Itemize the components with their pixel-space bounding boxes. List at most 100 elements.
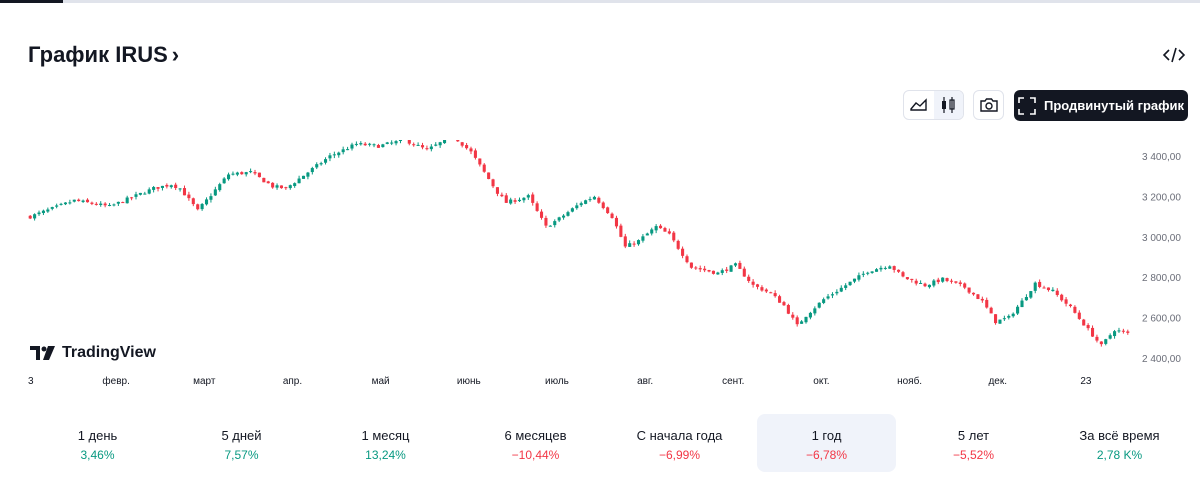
candle	[557, 216, 561, 223]
candle	[231, 171, 235, 176]
candle	[1029, 290, 1033, 299]
candle	[866, 271, 870, 276]
candle	[337, 151, 341, 158]
candle	[636, 239, 641, 246]
candle	[478, 158, 482, 167]
candle	[773, 290, 777, 298]
candle	[59, 202, 63, 206]
candle	[870, 271, 874, 274]
candle	[795, 315, 799, 327]
code-embed-icon[interactable]	[1162, 46, 1186, 64]
candle	[350, 142, 354, 151]
candle	[949, 278, 954, 284]
candle	[412, 142, 416, 147]
candle	[614, 215, 619, 229]
candle	[191, 197, 195, 207]
tradingview-logo[interactable]: TradingView	[30, 344, 156, 362]
candle	[1117, 327, 1121, 333]
candle	[958, 280, 962, 287]
period-label: 5 лет	[957, 428, 990, 443]
candle	[531, 192, 535, 206]
candle	[804, 316, 808, 324]
period-tab[interactable]: 1 день 3,46%	[28, 414, 167, 472]
period-tab[interactable]: С начала года −6,99%	[610, 414, 749, 472]
x-tick-label: окт.	[813, 376, 829, 387]
candle	[548, 225, 552, 227]
screenshot-button[interactable]	[973, 90, 1004, 120]
period-change-value: −6,78%	[805, 448, 848, 462]
candle	[835, 289, 839, 296]
candle	[839, 285, 843, 293]
candle	[892, 265, 896, 273]
candle	[266, 180, 270, 184]
period-tab[interactable]: 5 лет −5,52%	[904, 414, 1043, 472]
candle	[213, 186, 217, 196]
candle	[209, 193, 213, 203]
candle	[738, 260, 742, 269]
candle	[46, 207, 50, 213]
candle	[284, 186, 288, 190]
candle	[121, 201, 125, 204]
x-tick-label: апр.	[283, 376, 302, 387]
candle	[694, 266, 698, 270]
candle	[1068, 303, 1073, 308]
candle	[994, 314, 998, 325]
candle	[945, 277, 949, 283]
candle	[1016, 304, 1020, 315]
price-chart[interactable]: 3 400,00 3 200,00 3 000,00 2 800,00 2 600,00…	[0, 140, 1200, 392]
candle	[240, 171, 244, 175]
candle	[980, 296, 984, 303]
candle	[41, 209, 45, 216]
period-change-value: 7,57%	[224, 448, 259, 462]
candle	[390, 140, 394, 146]
y-tick-label: 2 400,00	[1142, 354, 1181, 365]
candle	[522, 197, 526, 203]
candle	[751, 279, 755, 288]
y-tick-label: 3 000,00	[1142, 233, 1181, 244]
candle	[641, 234, 645, 243]
expand-icon	[1018, 96, 1036, 115]
candle	[1121, 328, 1125, 334]
candle	[469, 146, 473, 155]
advanced-chart-button[interactable]: Продвинутый график	[1014, 90, 1188, 121]
candle	[1095, 334, 1099, 343]
candle	[681, 246, 685, 259]
candle	[359, 141, 363, 146]
candle	[429, 144, 433, 152]
period-tab[interactable]: 1 год −6,78%	[757, 414, 896, 472]
candle	[517, 197, 522, 202]
candle	[319, 161, 323, 166]
period-label: 5 дней	[221, 428, 262, 443]
period-tab[interactable]: 1 месяц 13,24%	[316, 414, 455, 472]
candle	[575, 202, 579, 210]
advanced-chart-label: Продвинутый график	[1043, 98, 1185, 113]
candle	[385, 141, 389, 145]
candle	[513, 198, 517, 204]
candle	[55, 203, 59, 209]
x-tick-label: февр.	[102, 375, 129, 387]
period-change-value: −5,52%	[952, 448, 995, 462]
camera-icon	[979, 98, 998, 112]
period-tab[interactable]: 6 месяцев −10,44%	[466, 414, 605, 472]
candle	[116, 201, 120, 206]
period-tab[interactable]: 5 дней 7,57%	[172, 414, 311, 472]
candle	[716, 271, 720, 275]
x-tick-label: март	[193, 376, 216, 387]
candle	[487, 172, 491, 180]
candle	[830, 292, 835, 299]
candle	[623, 233, 627, 249]
candles-button[interactable]	[933, 91, 963, 119]
candle	[606, 206, 610, 214]
x-tick-label: май	[372, 376, 390, 387]
candle	[579, 201, 583, 207]
candle	[293, 182, 297, 188]
chart-title-link[interactable]: График IRUS ›	[28, 42, 179, 68]
candle	[244, 171, 248, 177]
candle	[672, 231, 676, 243]
chart-style-toggle	[903, 90, 964, 120]
candle	[676, 239, 680, 251]
candle	[667, 228, 671, 235]
area-chart-button[interactable]	[904, 91, 934, 119]
period-tab[interactable]: За всё время 2,78 K%	[1050, 414, 1189, 472]
candle	[1046, 287, 1050, 292]
